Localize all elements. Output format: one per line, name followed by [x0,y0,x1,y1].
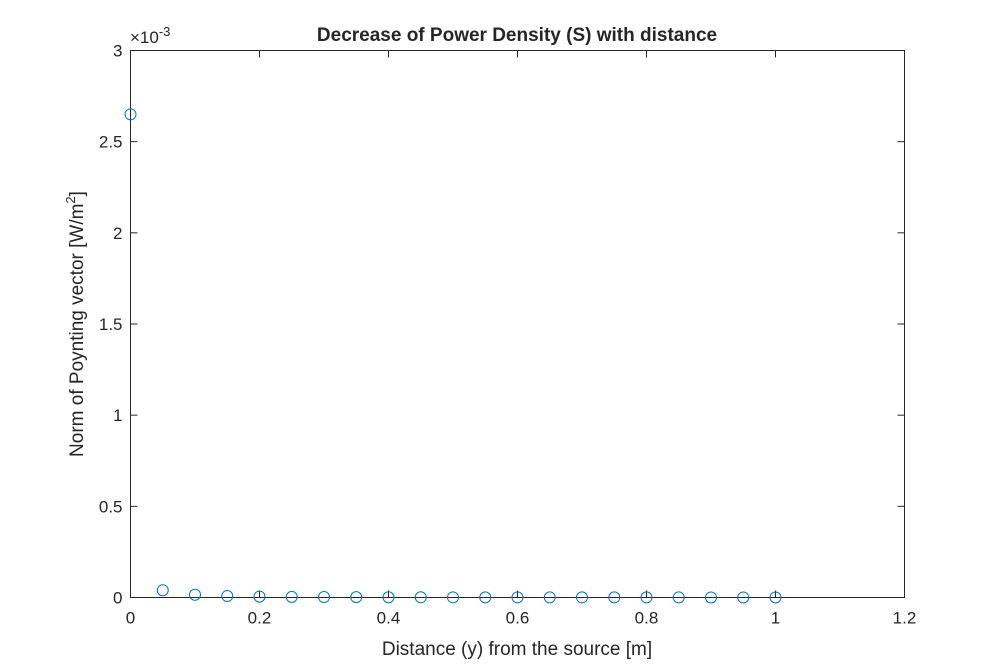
x-tick-label: 0.2 [248,609,272,628]
data-point [672,591,685,604]
data-point [769,591,782,604]
y-tick-label: 1 [113,406,122,425]
y-tick-label: 2.5 [99,133,123,152]
x-axis-ticks: 0 0.2 0.4 0.6 0.8 1 1.2 [126,50,917,628]
y-axis-label: Norm of Poynting vector [W/m2] [63,191,88,457]
data-series [124,108,782,604]
data-point [705,591,717,604]
y-axis-exponent: ×10-3 [130,24,170,47]
data-point [382,591,395,604]
data-point [511,591,524,604]
x-tick-label: 0.8 [635,609,659,628]
x-tick-label: 0 [126,609,135,628]
x-tick-label: 1 [771,609,780,628]
axes-box [130,50,905,598]
y-tick-label: 3 [113,42,122,61]
data-point [350,591,363,604]
data-point [318,591,330,604]
data-point [221,590,234,603]
y-axis-exponent-base: ×10 [130,28,159,47]
data-point [285,590,298,603]
y-tick-label: 0 [113,589,122,608]
data-point [479,591,492,604]
chart-title: Decrease of Power Density (S) with dista… [317,25,717,46]
y-axis-ticks: 0 0.5 1 1.5 2 2.5 3 [99,42,905,608]
data-point [640,591,653,604]
y-axis-label-superscript: 2 [63,196,78,203]
data-point [447,591,459,604]
plot-area-frame [130,50,905,598]
data-point [737,591,750,604]
data-point [608,591,621,604]
data-point [543,591,556,604]
data-point [124,108,137,121]
data-point [189,588,201,601]
data-point [414,591,427,604]
y-tick-label: 0.5 [99,497,123,516]
y-tick-label: 2 [113,224,122,243]
y-axis-exponent-power: -3 [159,24,171,39]
data-point [253,590,266,603]
y-tick-label: 1.5 [99,315,123,334]
x-axis-label: Distance (y) from the source [m] [382,639,652,660]
y-axis-label-text: Norm of Poynting vector [W/m [67,204,88,457]
x-tick-label: 0.6 [506,609,530,628]
y-axis-label-suffix: ] [67,191,88,196]
data-point [576,591,588,604]
x-tick-label: 1.2 [893,609,917,628]
data-point [156,584,169,597]
x-tick-label: 0.4 [377,609,401,628]
